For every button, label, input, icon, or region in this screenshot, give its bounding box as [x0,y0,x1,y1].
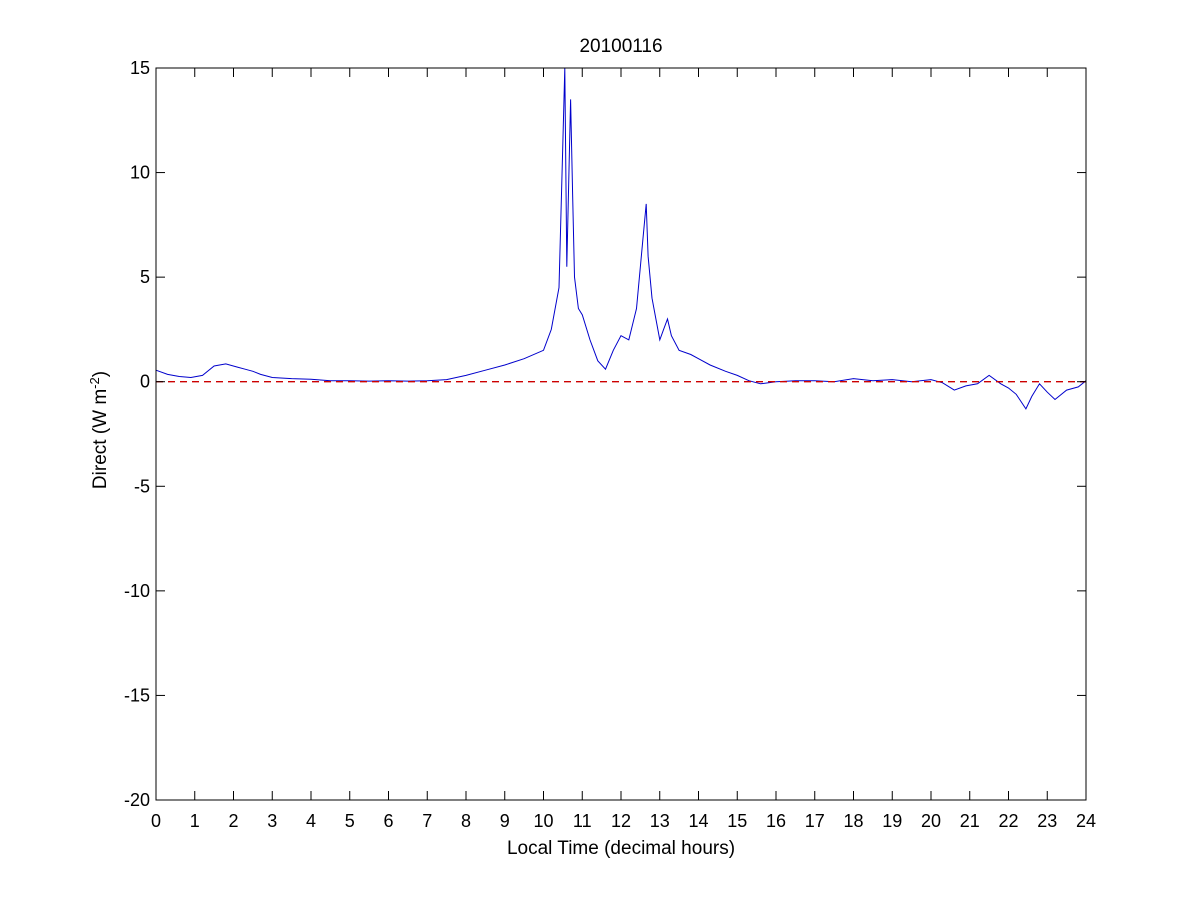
x-tick-label: 22 [998,811,1018,831]
x-tick-label: 9 [500,811,510,831]
x-tick-label: 0 [151,811,161,831]
y-tick-label: 0 [140,372,150,392]
y-axis-title-prefix: Direct (W m [90,389,111,489]
tick-layer: 0 1 2 3 4 5 6 7 8 9 10 11 12 13 14 15 16 17 18 19 20 21 22 23 24… [124,58,1096,831]
x-tick-label: 7 [422,811,432,831]
x-tick-label: 8 [461,811,471,831]
x-tick-label: 2 [228,811,238,831]
x-axis-title: Local Time (decimal hours) [507,838,735,859]
x-tick-label: 15 [727,811,747,831]
y-axis-title-superscript: -2 [87,377,102,389]
x-tick-label: 6 [383,811,393,831]
x-tick-label: 12 [611,811,631,831]
x-tick-label: 21 [960,811,980,831]
y-tick-label: 15 [130,58,150,78]
axes-box [155,67,1087,801]
x-tick-label: 18 [843,811,863,831]
chart-title: 20100116 [579,36,662,57]
y-tick-label: -10 [124,581,150,601]
x-tick-label: 20 [921,811,941,831]
x-tick-label: 1 [190,811,200,831]
x-tick-label: 23 [1037,811,1057,831]
x-tick-label: 24 [1076,811,1096,831]
y-axis-title: Direct (W m-2) [87,371,111,489]
x-tick-label: 16 [766,811,786,831]
x-tick-label: 10 [533,811,553,831]
x-tick-label: 19 [882,811,902,831]
y-tick-label: 10 [130,163,150,183]
x-tick-label: 4 [306,811,316,831]
y-tick-label: 5 [140,267,150,287]
y-tick-label: -15 [124,685,150,705]
y-tick-label: -20 [124,790,150,810]
x-tick-label: 11 [573,811,592,831]
x-tick-label: 17 [805,811,825,831]
x-tick-label: 3 [267,811,277,831]
series-layer [155,67,1087,410]
y-tick-label: -5 [134,476,150,496]
direct-flux-series-line [155,67,1087,410]
y-axis-title-suffix: ) [90,371,111,377]
plot-area [156,68,1086,800]
x-tick-label: 5 [345,811,355,831]
x-tick-label: 14 [688,811,708,831]
x-tick-label: 13 [650,811,670,831]
